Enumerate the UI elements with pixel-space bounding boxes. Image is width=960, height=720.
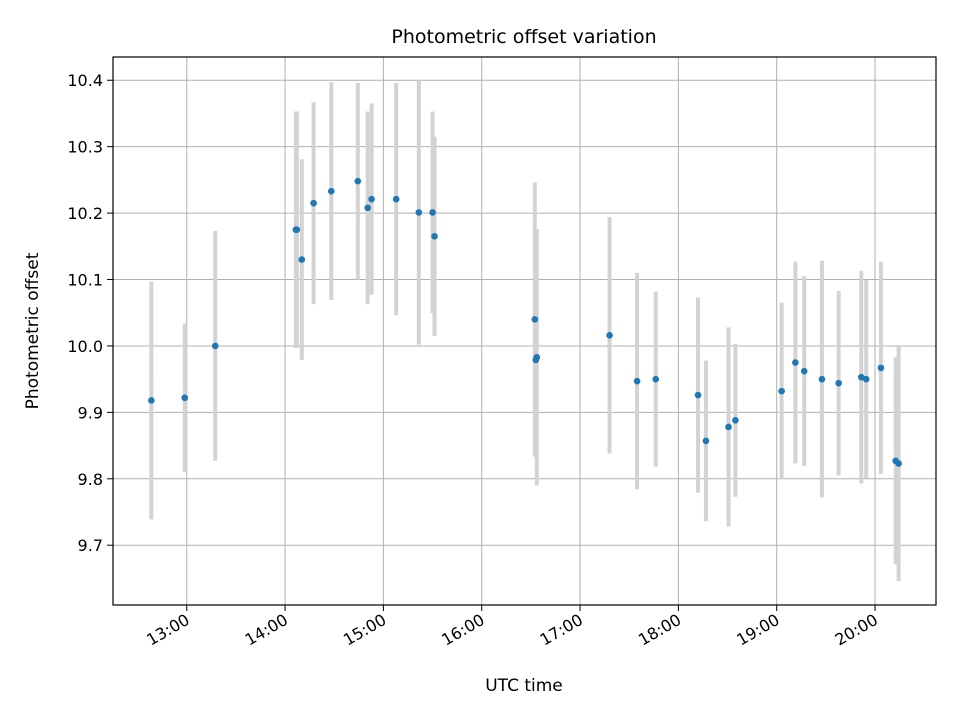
y-tick-label: 10.2 [67, 204, 103, 223]
error-bars [149, 80, 901, 582]
x-tick-label: 20:00 [832, 610, 881, 650]
axis-ticks: 13:00 14:00 15:00 16:00 17:00 18:00 19:00 20:00… [67, 71, 881, 649]
data-point [293, 226, 301, 234]
data-point [354, 177, 362, 185]
data-point [835, 379, 842, 387]
data-point [862, 375, 870, 383]
data-point [148, 397, 155, 404]
y-tick-label: 10.1 [67, 271, 103, 290]
data-point [211, 342, 219, 350]
data-point [818, 375, 826, 383]
data-points [148, 177, 902, 467]
data-point [895, 460, 902, 467]
x-tick-label: 16:00 [438, 610, 487, 650]
x-tick-label: 19:00 [733, 610, 782, 650]
x-tick-label: 14:00 [242, 610, 291, 650]
data-point [800, 367, 808, 375]
data-point [877, 364, 885, 372]
y-tick-label: 10.0 [67, 337, 103, 356]
data-point [702, 437, 710, 445]
y-axis-title: Photometric offset [23, 252, 43, 409]
y-tick-label: 10.4 [67, 71, 103, 90]
data-point [792, 359, 799, 366]
y-tick-label: 9.7 [78, 536, 103, 555]
grid [113, 57, 936, 605]
y-tick-label: 10.3 [67, 138, 103, 157]
data-point [368, 195, 375, 203]
y-tick-label: 9.8 [78, 470, 103, 489]
x-tick-label: 13:00 [143, 610, 192, 650]
x-tick-label: 17:00 [537, 610, 586, 650]
data-point [694, 391, 702, 399]
data-point [533, 353, 541, 361]
data-point [181, 394, 189, 402]
data-point [732, 417, 739, 424]
data-point [778, 387, 785, 395]
data-point [327, 187, 335, 195]
data-point [429, 209, 436, 216]
data-point [364, 204, 371, 212]
x-axis-title: UTC time [485, 676, 563, 696]
y-tick-label: 9.9 [78, 403, 103, 422]
data-point [633, 377, 641, 385]
data-point [415, 209, 423, 216]
plot-area-frame [112, 56, 937, 606]
data-point [606, 332, 613, 339]
data-point [298, 256, 306, 263]
data-point [531, 316, 539, 323]
x-tick-label: 18:00 [635, 610, 684, 650]
data-point [652, 375, 660, 383]
x-tick-label: 15:00 [340, 610, 389, 650]
data-point [392, 195, 400, 203]
chart-title: Photometric offset variation [391, 26, 656, 48]
data-point [310, 199, 317, 207]
data-point [725, 423, 732, 431]
data-point [431, 233, 438, 240]
